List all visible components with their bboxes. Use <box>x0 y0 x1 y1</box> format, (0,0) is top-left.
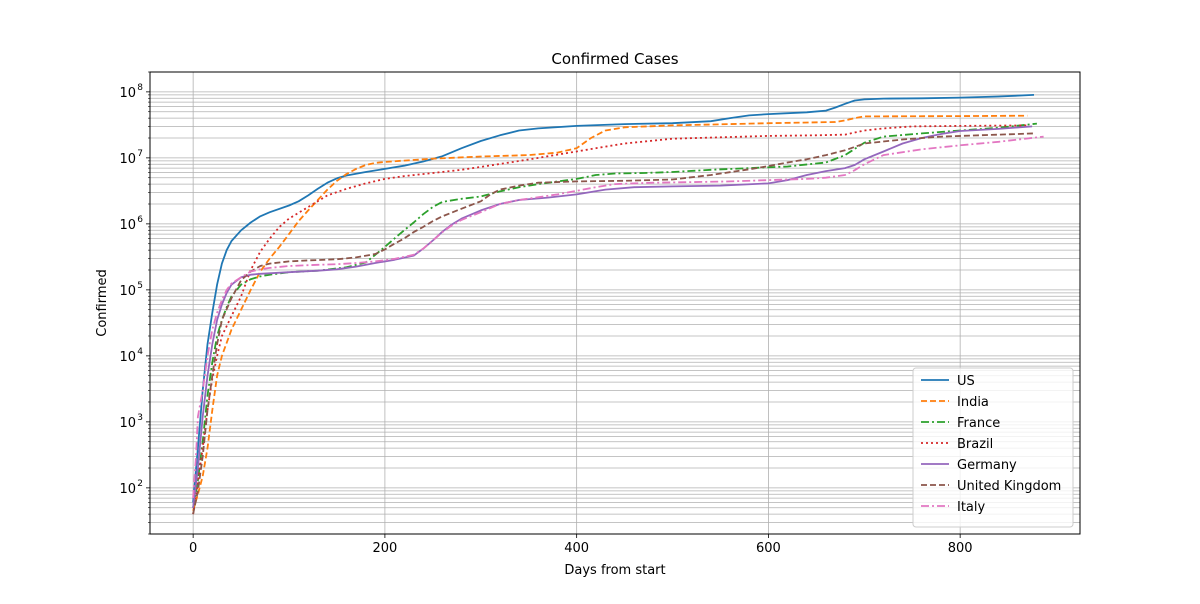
legend-label: United Kingdom <box>957 479 1061 494</box>
series-line-india <box>192 114 1028 512</box>
y-tick-exponent: 6 <box>137 215 143 225</box>
legend-label: US <box>957 374 975 389</box>
x-tick-label: 600 <box>756 541 781 556</box>
y-tick-exponent: 3 <box>137 413 143 423</box>
legend-label: Brazil <box>957 437 993 452</box>
legend-box <box>912 367 1074 528</box>
plot-area-frame <box>149 71 1081 535</box>
series-line-italy <box>192 135 1044 499</box>
x-axis-label: Days from start <box>564 563 665 578</box>
y-axis-label: Confirmed <box>95 269 110 337</box>
y-tick-label: 10 <box>119 152 136 167</box>
x-tick-label: 200 <box>372 541 397 556</box>
y-tick-label: 10 <box>119 284 136 299</box>
y-tick-label: 10 <box>119 218 136 233</box>
x-tick-label: 800 <box>948 541 973 556</box>
y-tick-exponent: 2 <box>137 479 143 489</box>
y-tick-exponent: 8 <box>137 83 143 93</box>
y-tick-label: 10 <box>119 86 136 101</box>
y-tick-exponent: 4 <box>137 347 143 357</box>
y-tick-label: 10 <box>119 416 136 431</box>
legend: US India France Brazil Germany United Kingdom… <box>912 367 1074 528</box>
legend-label: Germany <box>957 458 1017 473</box>
series-line-france <box>192 122 1037 508</box>
x-tick-label: 400 <box>564 541 589 556</box>
series-line-brazil <box>192 124 1028 515</box>
series-lines <box>192 94 1044 515</box>
legend-label: India <box>957 395 989 410</box>
series-line-germany <box>192 125 1033 508</box>
y-tick-label: 10 <box>119 350 136 365</box>
y-tick-exponent: 5 <box>137 281 143 291</box>
chart-title: Confirmed Cases <box>551 50 678 68</box>
y-tick-exponent: 7 <box>137 149 143 159</box>
series-line-united-kingdom <box>192 132 1035 515</box>
legend-label: France <box>957 416 1000 431</box>
legend-label: Italy <box>957 500 986 515</box>
y-tick-label: 10 <box>119 482 136 497</box>
x-tick-label: 0 <box>189 541 197 556</box>
